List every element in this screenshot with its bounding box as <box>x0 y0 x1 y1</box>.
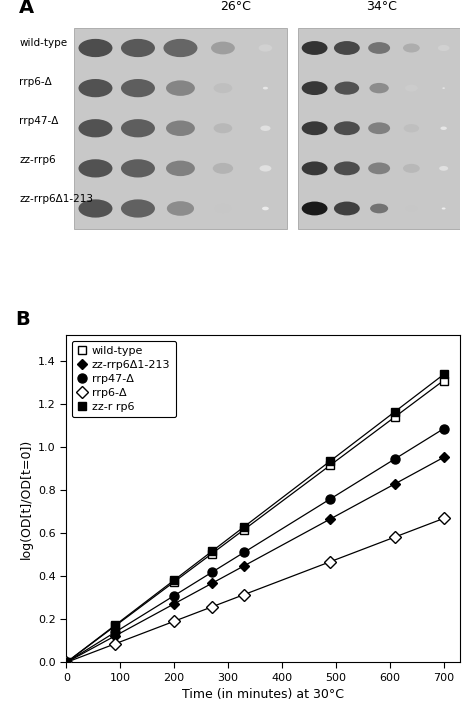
Ellipse shape <box>121 199 155 217</box>
Text: 34°C: 34°C <box>365 0 397 13</box>
Text: B: B <box>15 310 30 328</box>
Ellipse shape <box>334 121 360 135</box>
Text: zz-rrp6Δ1-213: zz-rrp6Δ1-213 <box>19 194 93 204</box>
Ellipse shape <box>442 207 446 210</box>
Ellipse shape <box>214 123 232 133</box>
Ellipse shape <box>79 199 112 217</box>
Ellipse shape <box>440 127 447 130</box>
Ellipse shape <box>214 204 231 213</box>
Ellipse shape <box>302 41 328 55</box>
Ellipse shape <box>335 81 359 95</box>
Ellipse shape <box>302 202 328 215</box>
Ellipse shape <box>302 161 328 175</box>
Ellipse shape <box>79 119 112 138</box>
Ellipse shape <box>263 86 268 89</box>
Ellipse shape <box>368 163 390 174</box>
Ellipse shape <box>166 161 195 176</box>
Ellipse shape <box>406 205 417 212</box>
Ellipse shape <box>403 164 420 173</box>
Ellipse shape <box>166 81 195 96</box>
Text: rrp47-Δ: rrp47-Δ <box>19 116 58 126</box>
Ellipse shape <box>121 79 155 97</box>
Ellipse shape <box>334 41 360 55</box>
Bar <box>299 28 460 228</box>
Ellipse shape <box>404 124 419 132</box>
Text: 26°C: 26°C <box>220 0 251 13</box>
Ellipse shape <box>442 87 445 89</box>
Ellipse shape <box>214 83 232 93</box>
Ellipse shape <box>121 159 155 178</box>
Ellipse shape <box>79 159 112 178</box>
Ellipse shape <box>439 166 448 171</box>
Ellipse shape <box>167 201 194 216</box>
Ellipse shape <box>79 79 112 97</box>
Text: rrp6-Δ: rrp6-Δ <box>19 77 52 87</box>
Ellipse shape <box>211 42 235 55</box>
Ellipse shape <box>334 202 360 215</box>
Y-axis label: log(OD[t]/OD[t=0]): log(OD[t]/OD[t=0]) <box>19 438 33 559</box>
Ellipse shape <box>213 163 233 174</box>
Ellipse shape <box>405 85 418 91</box>
Ellipse shape <box>368 122 390 134</box>
Bar <box>74 28 287 228</box>
Ellipse shape <box>369 83 389 94</box>
Ellipse shape <box>164 39 198 57</box>
Ellipse shape <box>438 45 449 51</box>
Ellipse shape <box>259 45 272 52</box>
Ellipse shape <box>121 119 155 138</box>
X-axis label: Time (in minutes) at 30°C: Time (in minutes) at 30°C <box>182 688 344 701</box>
Ellipse shape <box>302 81 328 95</box>
Ellipse shape <box>368 42 390 54</box>
Ellipse shape <box>259 165 272 171</box>
Ellipse shape <box>166 120 195 136</box>
Ellipse shape <box>403 43 420 53</box>
Ellipse shape <box>262 207 269 210</box>
Text: wild-type: wild-type <box>19 37 67 48</box>
Ellipse shape <box>79 39 112 57</box>
Text: zz-rrp6: zz-rrp6 <box>19 155 56 165</box>
Ellipse shape <box>302 121 328 135</box>
Ellipse shape <box>121 39 155 57</box>
Ellipse shape <box>370 204 388 213</box>
Text: A: A <box>19 0 34 17</box>
Legend: wild-type, zz-rrp6Δ1-213, rrp47-Δ, rrp6-Δ, zz-r rp6: wild-type, zz-rrp6Δ1-213, rrp47-Δ, rrp6-… <box>72 341 176 418</box>
Ellipse shape <box>334 161 360 175</box>
Ellipse shape <box>260 125 271 131</box>
